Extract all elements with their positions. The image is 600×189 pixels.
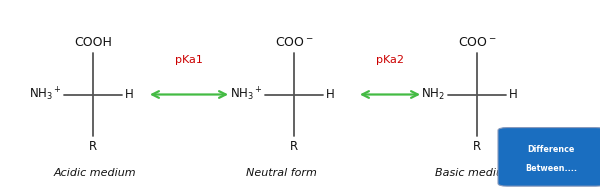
Text: Between....: Between.... [526, 164, 577, 173]
Text: pKa1: pKa1 [175, 56, 203, 65]
Text: NH$_3$$^+$: NH$_3$$^+$ [29, 86, 61, 103]
Text: Neutral form: Neutral form [246, 168, 317, 178]
FancyBboxPatch shape [498, 128, 600, 186]
Text: NH$_3$$^+$: NH$_3$$^+$ [230, 86, 262, 103]
Text: R: R [290, 140, 298, 153]
Text: NH$_2$: NH$_2$ [421, 87, 445, 102]
Text: Acidic medium: Acidic medium [54, 168, 137, 178]
Text: Basic medium: Basic medium [435, 168, 514, 178]
Text: H: H [125, 88, 134, 101]
Text: Difference: Difference [528, 145, 575, 154]
Text: R: R [89, 140, 97, 153]
Text: H: H [509, 88, 518, 101]
Text: H: H [326, 88, 335, 101]
Text: COO$^-$: COO$^-$ [275, 36, 313, 49]
Text: COOH: COOH [74, 36, 112, 49]
Text: R: R [473, 140, 481, 153]
Text: pKa2: pKa2 [376, 56, 404, 65]
Text: COO$^-$: COO$^-$ [458, 36, 496, 49]
